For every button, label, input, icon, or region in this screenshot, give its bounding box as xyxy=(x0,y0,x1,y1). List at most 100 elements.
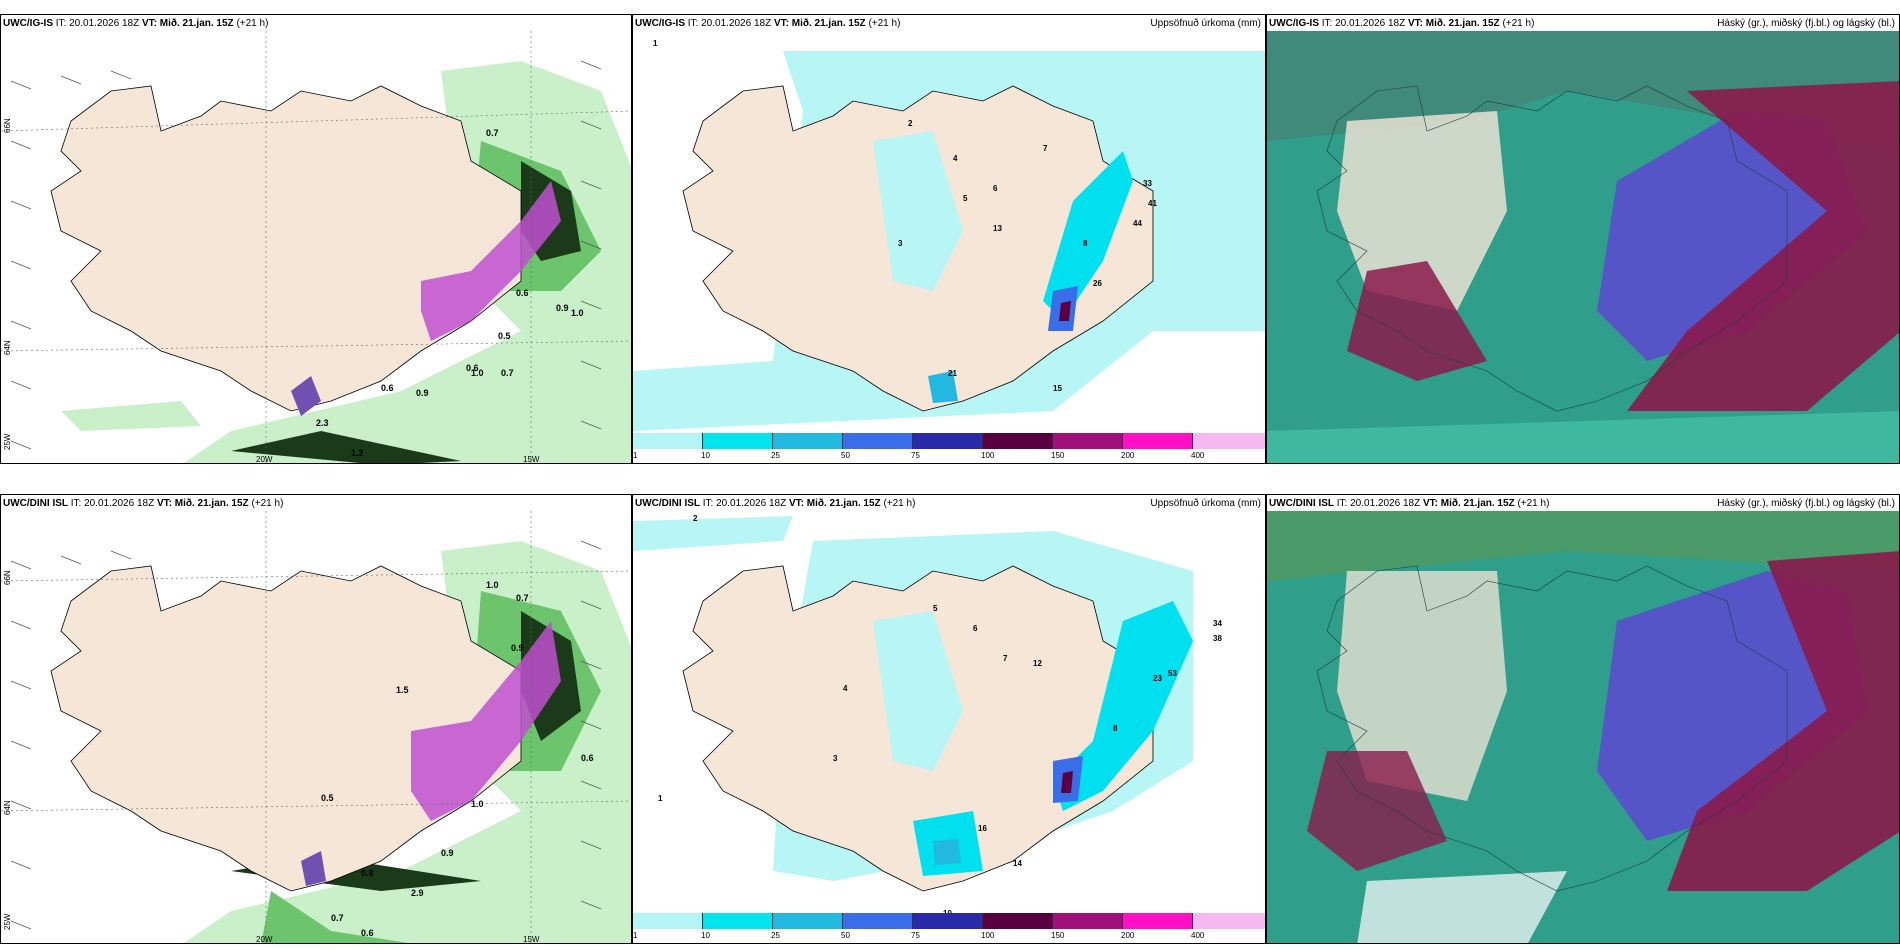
svg-text:5: 5 xyxy=(933,604,938,613)
svg-text:5: 5 xyxy=(963,194,968,203)
svg-text:38: 38 xyxy=(1213,634,1222,643)
colorbar-swatch xyxy=(773,433,843,449)
svg-text:3: 3 xyxy=(833,754,838,763)
value-label: 0.6 xyxy=(516,288,529,298)
svg-text:7: 7 xyxy=(1043,144,1048,153)
svg-text:26: 26 xyxy=(1093,279,1102,288)
colorbar-swatch xyxy=(983,913,1053,929)
panel-clouds-bottom-right: UWC/DINI ISL IT: 20.01.2026 18Z VT: Mið.… xyxy=(1266,494,1900,944)
value-label: 1.0 xyxy=(486,580,499,590)
colorbar-tick: 200 xyxy=(1121,931,1135,940)
panel-header: UWC/IG-IS IT: 20.01.2026 18Z VT: Mið. 21… xyxy=(3,18,269,29)
lon-label: 20W xyxy=(256,455,273,464)
value-label: 1.5 xyxy=(396,685,409,695)
svg-text:6: 6 xyxy=(973,624,978,633)
panel-header: UWC/IG-IS IT: 20.01.2026 18Z VT: Mið. 21… xyxy=(635,18,901,29)
svg-text:4: 4 xyxy=(953,154,958,163)
colorbar-tick: 10 xyxy=(701,931,710,940)
value-label: 0.6 xyxy=(361,928,374,938)
panel-header: UWC/DINI ISL IT: 20.01.2026 18Z VT: Mið.… xyxy=(635,498,916,509)
colorbar-swatch xyxy=(703,433,773,449)
value-label: 0.9 xyxy=(416,388,429,398)
colorbar-tick: 100 xyxy=(981,451,995,460)
panel-subtitle: Háský (gr.), miðský (fj.bl.) og lágský (… xyxy=(1717,498,1895,509)
svg-text:8: 8 xyxy=(1083,239,1088,248)
svg-text:41: 41 xyxy=(1148,199,1157,208)
panel-header: UWC/DINI ISL IT: 20.01.2026 18Z VT: Mið.… xyxy=(1269,498,1550,509)
svg-text:44: 44 xyxy=(1133,219,1142,228)
value-label: 0.7 xyxy=(486,128,499,138)
colorbar-swatch xyxy=(913,433,983,449)
value-label: 0.8 xyxy=(361,868,374,878)
precip-colorbar: 1 10 25 50 75 100 150 200 400 xyxy=(633,913,1265,943)
precip-map: 1 2 3 4 5 6 7 8 13 15 21 26 33 41 44 12 xyxy=(633,31,1265,435)
colorbar-tick: 150 xyxy=(1051,451,1065,460)
colorbar-swatch xyxy=(633,913,703,929)
svg-text:14: 14 xyxy=(1013,859,1022,868)
svg-text:53: 53 xyxy=(1168,669,1177,678)
value-label: 0.9 xyxy=(441,848,454,858)
svg-text:16: 16 xyxy=(978,824,987,833)
colorbar-tick: 100 xyxy=(981,931,995,940)
value-label: 0.7 xyxy=(501,368,514,378)
lon-label: 20W xyxy=(256,935,273,944)
panel-snow-top-left: UWC/IG-IS IT: 20.01.2026 18Z VT: Mið. 21… xyxy=(0,14,632,464)
colorbar-tick: 400 xyxy=(1191,931,1205,940)
lon-label: 15W xyxy=(523,455,540,464)
value-label: 0.7 xyxy=(516,593,529,603)
colorbar-tick: 400 xyxy=(1191,451,1205,460)
colorbar-tick: 10 xyxy=(701,451,710,460)
colorbar-tick: 150 xyxy=(1051,931,1065,940)
colorbar-tick: 200 xyxy=(1121,451,1135,460)
svg-text:23: 23 xyxy=(1153,674,1162,683)
panel-precip-top-middle: UWC/IG-IS IT: 20.01.2026 18Z VT: Mið. 21… xyxy=(632,14,1266,464)
value-label: 0.9 xyxy=(556,303,569,313)
colorbar-swatch xyxy=(773,913,843,929)
svg-text:13: 13 xyxy=(993,224,1002,233)
lat-label: 66N xyxy=(3,570,12,585)
panel-subtitle: Uppsöfnuð úrkoma (mm) xyxy=(1150,18,1261,29)
svg-text:33: 33 xyxy=(1143,179,1152,188)
colorbar-swatch xyxy=(703,913,773,929)
colorbar-swatch xyxy=(983,433,1053,449)
panel-clouds-top-right: UWC/IG-IS IT: 20.01.2026 18Z VT: Mið. 21… xyxy=(1266,14,1900,464)
lat-label: 25W xyxy=(3,913,12,930)
svg-text:15: 15 xyxy=(1053,384,1062,393)
value-label: 0.6 xyxy=(466,363,479,373)
value-label: 2.3 xyxy=(316,418,329,428)
value-label: 0.5 xyxy=(321,793,334,803)
panel-subtitle: Háský (gr.), miðský (fj.bl.) og lágský (… xyxy=(1717,18,1895,29)
value-label: 0.5 xyxy=(498,331,511,341)
snow-map: 1.0 0.7 0.9 1.5 0.6 1.0 0.5 0.8 0.9 0.7 … xyxy=(1,511,631,943)
svg-text:2: 2 xyxy=(908,119,913,128)
colorbar-tick: 75 xyxy=(911,451,920,460)
value-label: 1.2 xyxy=(351,448,364,458)
colorbar-tick: 50 xyxy=(841,451,850,460)
svg-text:34: 34 xyxy=(1213,619,1222,628)
cloud-map xyxy=(1267,31,1899,463)
snow-map: 0.7 0.6 0.9 1.0 0.5 0.6 0.7 0.6 0.9 1.0 … xyxy=(1,31,631,463)
colorbar-swatch xyxy=(1123,913,1193,929)
panel-subtitle: Uppsöfnuð úrkoma (mm) xyxy=(1150,498,1261,509)
precip-colorbar: 1 10 25 50 75 100 150 200 400 xyxy=(633,433,1265,463)
cloud-map xyxy=(1267,511,1899,943)
colorbar-tick: 1 xyxy=(633,451,638,460)
panel-precip-bottom-middle: UWC/DINI ISL IT: 20.01.2026 18Z VT: Mið.… xyxy=(632,494,1266,944)
svg-text:12: 12 xyxy=(1033,659,1042,668)
colorbar-swatch xyxy=(913,913,983,929)
value-label: 0.6 xyxy=(381,383,394,393)
value-label: 0.6 xyxy=(581,753,594,763)
lat-label: 25W xyxy=(3,433,12,450)
svg-text:7: 7 xyxy=(1003,654,1008,663)
svg-text:10: 10 xyxy=(943,909,952,915)
colorbar-tick: 75 xyxy=(911,931,920,940)
panel-snow-bottom-left: UWC/DINI ISL IT: 20.01.2026 18Z VT: Mið.… xyxy=(0,494,632,944)
svg-text:4: 4 xyxy=(843,684,848,693)
colorbar-tick: 25 xyxy=(771,451,780,460)
value-label: 1.0 xyxy=(471,799,484,809)
colorbar-swatch xyxy=(1053,913,1123,929)
colorbar-swatch xyxy=(1193,433,1265,449)
value-label: 2.9 xyxy=(411,888,424,898)
lon-label: 15W xyxy=(523,935,540,944)
value-label: 0.7 xyxy=(331,913,344,923)
